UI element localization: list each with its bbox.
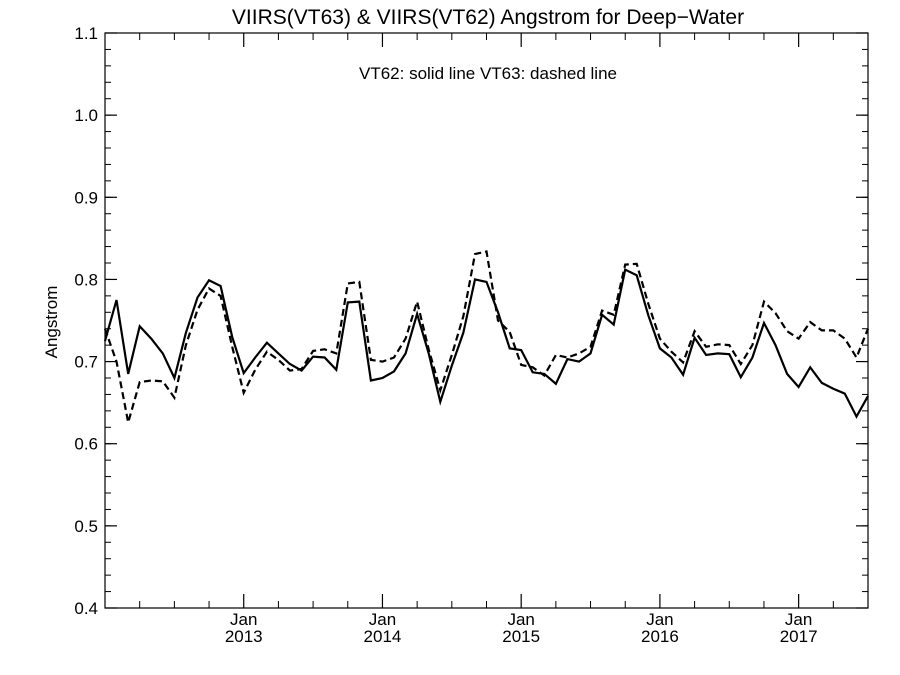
x-tick-month-label: Jan [369, 610, 396, 629]
series-vt62 [103, 267, 869, 419]
y-tick-label: 1.0 [74, 106, 98, 125]
x-tick-month-label: Jan [507, 610, 534, 629]
y-tick-label: 0.6 [74, 435, 98, 454]
x-tick-year-label: 2013 [225, 627, 263, 646]
x-tick-month-label: Jan [646, 610, 673, 629]
y-axis-ticks: 0.4 0.5 0.6 0.7 0.8 0.9 1.0 1.1 [74, 24, 868, 618]
y-tick-label: 0.5 [74, 517, 98, 536]
x-tick-year-label: 2016 [641, 627, 679, 646]
x-tick-year-label: 2014 [364, 627, 402, 646]
series-line-vt63 [103, 250, 870, 423]
y-tick-label: 0.9 [74, 188, 98, 207]
x-tick-month-label: Jan [230, 610, 257, 629]
legend-annotation: VT62: solid line VT63: dashed line [359, 64, 617, 83]
series-layer [103, 250, 870, 423]
y-tick-label: 0.8 [74, 270, 98, 289]
chart-title: VIIRS(VT63) & VIIRS(VT62) Angstrom for D… [232, 6, 744, 29]
x-tick-year-label: 2017 [780, 627, 818, 646]
y-axis-label: Angstrom [42, 286, 61, 359]
y-tick-label: 1.1 [74, 24, 98, 43]
plot-frame [104, 32, 869, 609]
plot-border [104, 32, 869, 609]
x-tick-year-label: 2015 [502, 627, 540, 646]
series-vt63 [103, 250, 870, 423]
series-line-vt62 [103, 267, 869, 419]
y-tick-label: 0.4 [74, 599, 98, 618]
y-tick-label: 0.7 [74, 353, 98, 372]
x-tick-month-label: Jan [785, 610, 812, 629]
